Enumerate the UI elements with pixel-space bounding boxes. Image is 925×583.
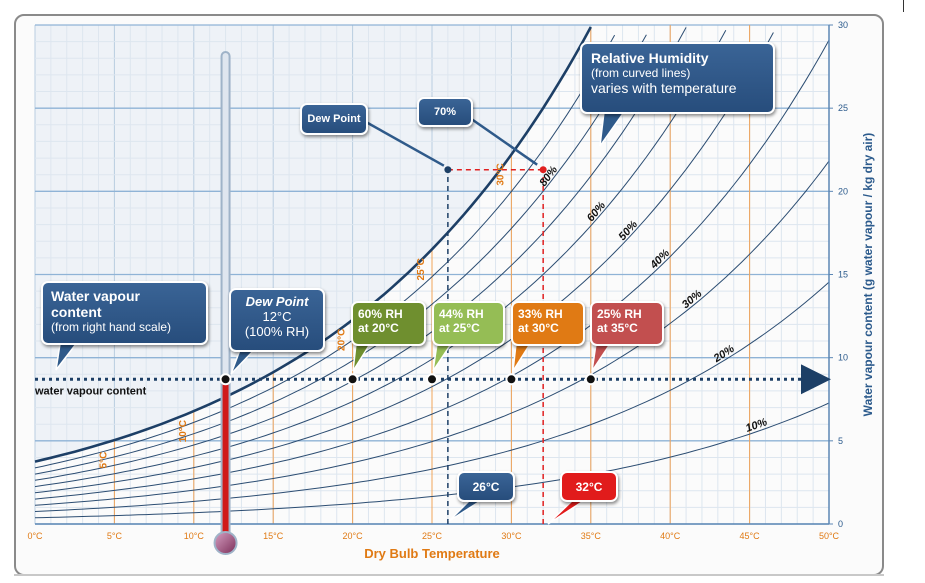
water-vapour-callout: Water vapour content (from right hand sc… xyxy=(41,281,208,345)
rh-curve-40 xyxy=(34,39,830,500)
dew-point-callout-line3: (100% RH) xyxy=(244,324,310,339)
relative-humidity-callout-tail xyxy=(599,111,626,147)
rh-60-callout-line1: 60% RH xyxy=(358,307,403,321)
rh-curve-label: 20% xyxy=(711,343,737,366)
y-tick-label: 5 xyxy=(838,436,843,446)
rh-44-callout-line2: at 25°C xyxy=(439,321,480,335)
rh-60-callout: 60% RH at 20°C xyxy=(351,301,426,346)
water-vapour-point xyxy=(505,373,518,386)
temp-26-callout-label: 26°C xyxy=(472,479,500,494)
dew-point-small-pointer xyxy=(365,120,445,167)
dew-point-callout-line1: Dew Point xyxy=(245,294,309,309)
x-tick-label: 20°C xyxy=(343,531,364,541)
x-tick-label: 10°C xyxy=(184,531,205,541)
temp-26-callout-tail xyxy=(448,499,485,522)
dew-point-callout: Dew Point 12°C (100% RH) xyxy=(229,288,325,352)
temp-26-callout: 26°C xyxy=(457,471,515,502)
relative-humidity-callout-sub: (from curved lines) xyxy=(591,66,691,80)
temp-32-callout: 32°C xyxy=(560,471,618,502)
rh-curve-80 xyxy=(34,34,647,475)
rh-curve-10 xyxy=(34,402,830,519)
y-tick-label: 20 xyxy=(838,186,848,196)
rh-curve-90 xyxy=(34,34,616,469)
dew-point-callout-line2: 12°C xyxy=(262,309,292,324)
relative-humidity-callout: Relative Humidity (from curved lines) va… xyxy=(580,42,775,114)
overlay: water vapour content xyxy=(34,51,831,555)
example-dry-bulb-marker xyxy=(539,166,547,174)
temp-32-callout-tail xyxy=(547,499,588,525)
x-tick-label: 35°C xyxy=(581,531,602,541)
corner-mark xyxy=(903,0,904,12)
y-axis-title: Water vapour content (g water vapour / k… xyxy=(861,133,875,417)
seventy-percent-callout-label: 70% xyxy=(433,106,457,118)
thermometer-bulb xyxy=(213,531,238,555)
water-vapour-point xyxy=(426,373,438,386)
x-tick-label: 15°C xyxy=(263,531,284,541)
rh-curve-label: 40% xyxy=(647,247,672,272)
water-vapour-point xyxy=(346,373,359,386)
x-tick-label: 0°C xyxy=(27,531,43,541)
saturation-temp-label: 20°C xyxy=(337,329,348,351)
rh-33-callout-line2: at 30°C xyxy=(518,321,559,335)
rh-44-callout: 44% RH at 25°C xyxy=(432,301,505,346)
dew-point-small-callout: Dew Point xyxy=(300,103,368,135)
rh-25-callout: 25% RH at 35°C xyxy=(590,301,664,346)
y-tick-label: 10 xyxy=(838,353,848,363)
y-tick-label: 0 xyxy=(838,519,843,529)
x-tick-label: 50°C xyxy=(819,531,840,541)
rh-curve-label: 50% xyxy=(616,218,640,243)
y-tick-label: 25 xyxy=(838,103,848,113)
axes: 0°C 5°C 10°C 15°C 20°C 25°C 30°C 35°C 40°C 45°C 50… xyxy=(27,20,875,561)
x-tick-label: 40°C xyxy=(660,531,681,541)
seventy-percent-callout: 70% xyxy=(417,97,473,127)
rh-33-callout-line1: 33% RH xyxy=(518,307,563,321)
bottom-rule xyxy=(14,574,884,576)
x-axis-title: Dry Bulb Temperature xyxy=(364,546,500,561)
saturation-temp-label: 5°C xyxy=(98,452,109,469)
water-vapour-callout-title: Water vapour xyxy=(51,288,140,304)
rh-curve-70 xyxy=(34,27,687,481)
water-vapour-point xyxy=(584,373,597,386)
x-tick-label: 45°C xyxy=(740,531,761,541)
rh-curve-30 xyxy=(34,160,830,506)
x-tick-label: 30°C xyxy=(501,531,522,541)
rh-curve-50 xyxy=(34,32,774,494)
thermometer-mercury xyxy=(222,379,229,542)
rh-curve-label: 60% xyxy=(585,199,609,224)
temp-32-callout-label: 32°C xyxy=(575,479,603,494)
water-vapour-point xyxy=(219,373,232,386)
rh-25-callout-line1: 25% RH xyxy=(597,307,642,321)
rh-curve-60 xyxy=(34,30,727,488)
water-vapour-line-label: water vapour content xyxy=(34,385,147,397)
rh-44-callout-line1: 44% RH xyxy=(439,307,484,321)
rh-25-callout-line2: at 35°C xyxy=(597,321,638,335)
saturation-temp-label: 25°C xyxy=(416,258,427,280)
rh-curve-20 xyxy=(34,281,830,512)
relative-humidity-callout-title: Relative Humidity xyxy=(591,50,709,66)
x-tick-label: 25°C xyxy=(422,531,443,541)
water-vapour-callout-sub: (from right hand scale) xyxy=(51,320,172,334)
saturation-temp-label: 10°C xyxy=(178,420,189,442)
example-dew-point-marker xyxy=(444,166,452,174)
seventy-percent-pointer xyxy=(469,116,538,166)
water-vapour-callout-title2: content xyxy=(51,304,102,320)
y-tick-label: 15 xyxy=(838,270,848,280)
y-tick-label: 30 xyxy=(838,20,848,30)
relative-humidity-callout-sub2: varies with temperature xyxy=(591,80,737,96)
saturation-temp-label: 30°C xyxy=(495,163,506,185)
x-tick-label: 5°C xyxy=(107,531,123,541)
dew-point-small-callout-label: Dew Point xyxy=(307,113,361,125)
rh-33-callout: 33% RH at 30°C xyxy=(511,301,585,346)
rh-60-callout-line2: at 20°C xyxy=(358,321,399,335)
